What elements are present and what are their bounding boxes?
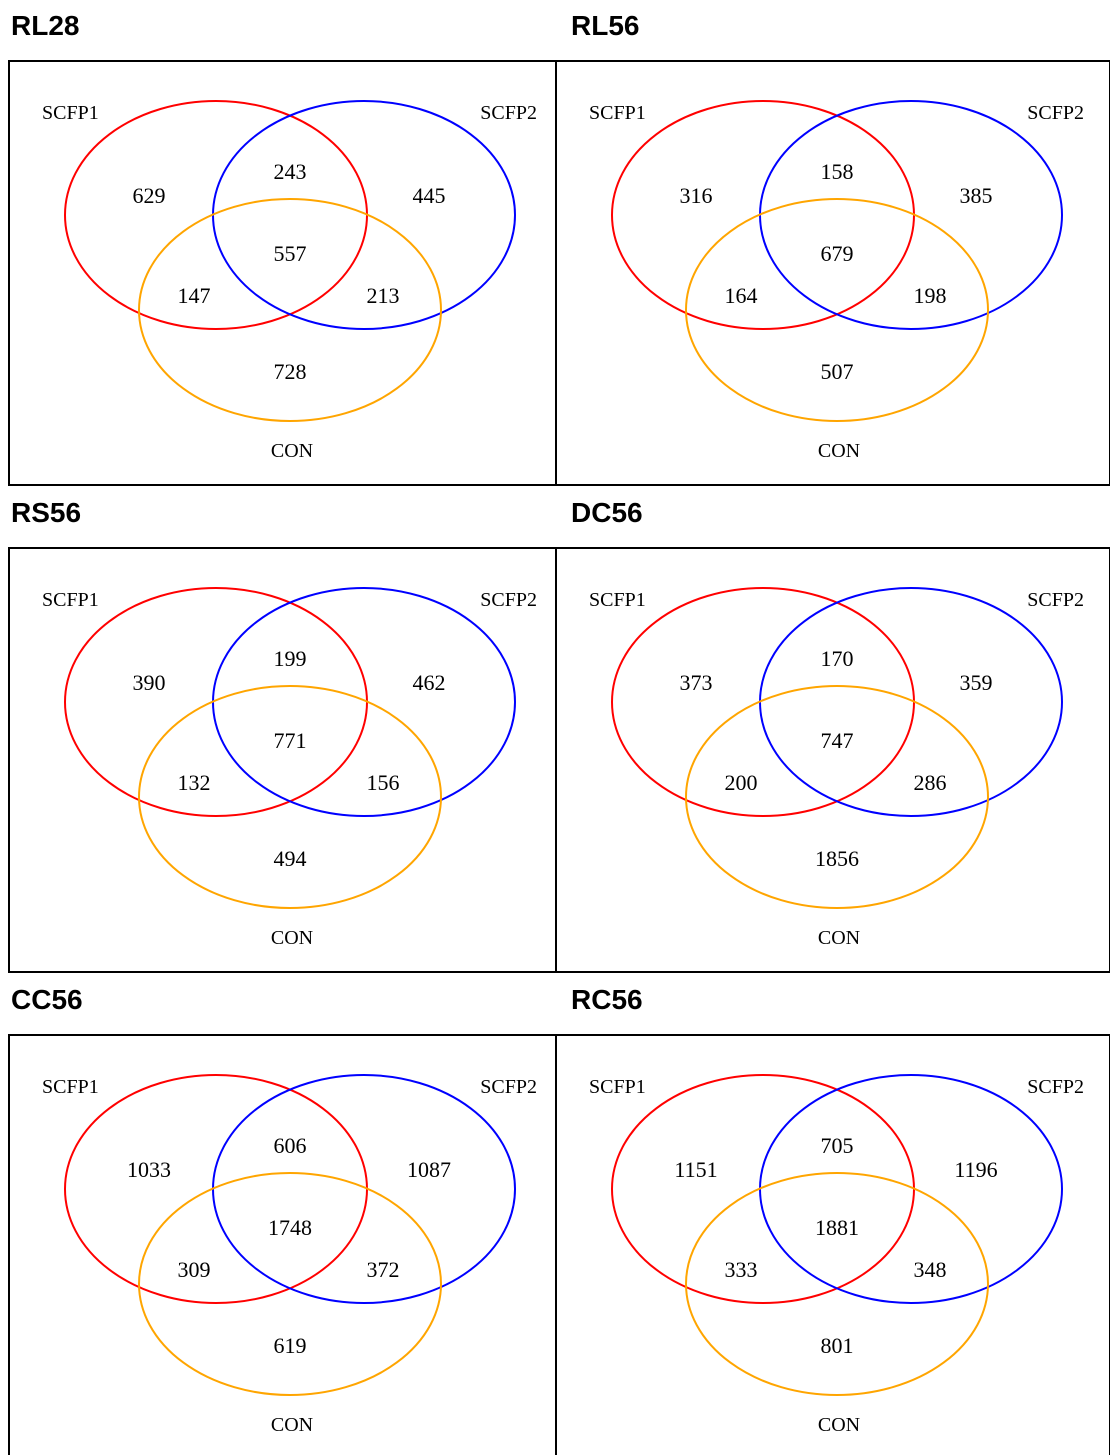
count-scfp1-scfp2: 170 [821, 646, 854, 671]
set-label-scfp2: SCFP2 [480, 1076, 537, 1098]
count-scfp2-con: 348 [914, 1257, 947, 1282]
set-label-scfp2: SCFP2 [480, 102, 537, 124]
panel-title: RC56 [571, 984, 643, 1015]
count-scfp1-con: 132 [178, 770, 211, 795]
venn-panel-cc56: CC56 SCFP1 SCFP2 CON 1033 606 1087 1748 309 372 61… [8, 984, 557, 1455]
count-con-only: 507 [821, 359, 854, 384]
set-label-scfp1: SCFP1 [589, 589, 646, 611]
count-scfp1-only: 629 [133, 183, 166, 208]
count-scfp1-scfp2: 199 [274, 646, 307, 671]
count-all-three: 1748 [268, 1215, 312, 1240]
count-scfp1-con: 200 [725, 770, 758, 795]
set-b-ellipse [759, 587, 1063, 817]
set-a-ellipse [64, 587, 368, 817]
count-scfp2-only: 385 [960, 183, 993, 208]
set-c-ellipse [685, 685, 989, 909]
count-scfp2-con: 198 [914, 283, 947, 308]
panel-title: DC56 [571, 497, 643, 528]
count-scfp1-con: 333 [725, 1257, 758, 1282]
count-scfp2-only: 1196 [954, 1157, 997, 1182]
set-label-scfp1: SCFP1 [42, 589, 99, 611]
set-c-ellipse [685, 1172, 989, 1396]
panel-title: CC56 [11, 984, 83, 1015]
set-label-con: CON [818, 1414, 860, 1436]
count-all-three: 771 [274, 728, 307, 753]
set-label-scfp1: SCFP1 [42, 102, 99, 124]
set-label-con: CON [271, 1414, 313, 1436]
panel-frame [555, 60, 1110, 486]
count-scfp2-only: 462 [413, 670, 446, 695]
count-scfp1-only: 1033 [127, 1157, 171, 1182]
set-label-scfp1: SCFP1 [42, 1076, 99, 1098]
count-scfp1-scfp2: 243 [274, 159, 307, 184]
set-a-ellipse [64, 100, 368, 330]
set-c-ellipse [138, 685, 442, 909]
count-scfp1-only: 1151 [674, 1157, 717, 1182]
set-c-ellipse [138, 1172, 442, 1396]
venn-panel-rc56: RC56 SCFP1 SCFP2 CON 1151 705 1196 1881 333 348 80… [555, 984, 1110, 1455]
panel-title: RS56 [11, 497, 81, 528]
set-a-ellipse [611, 587, 915, 817]
set-label-con: CON [271, 440, 313, 462]
count-scfp2-only: 445 [413, 183, 446, 208]
count-scfp1-con: 164 [725, 283, 758, 308]
set-label-scfp2: SCFP2 [1027, 1076, 1084, 1098]
set-c-ellipse [138, 198, 442, 422]
set-label-con: CON [818, 927, 860, 949]
panel-frame [555, 547, 1110, 973]
count-con-only: 801 [821, 1333, 854, 1358]
venn-panel-dc56: DC56 SCFP1 SCFP2 CON 373 170 359 747 200 286 1856 [555, 497, 1110, 973]
count-scfp1-scfp2: 705 [821, 1133, 854, 1158]
count-con-only: 728 [274, 359, 307, 384]
set-a-ellipse [611, 100, 915, 330]
count-con-only: 494 [274, 846, 307, 871]
count-scfp2-con: 372 [367, 1257, 400, 1282]
set-b-ellipse [212, 100, 516, 330]
count-all-three: 1881 [815, 1215, 859, 1240]
set-label-scfp2: SCFP2 [480, 589, 537, 611]
count-scfp1-only: 373 [680, 670, 713, 695]
set-label-scfp1: SCFP1 [589, 1076, 646, 1098]
count-scfp2-con: 156 [367, 770, 400, 795]
count-scfp2-only: 359 [960, 670, 993, 695]
count-scfp1-scfp2: 158 [821, 159, 854, 184]
set-label-con: CON [271, 927, 313, 949]
count-scfp2-con: 213 [367, 283, 400, 308]
count-con-only: 1856 [815, 846, 859, 871]
count-scfp1-only: 390 [133, 670, 166, 695]
count-scfp1-con: 309 [178, 1257, 211, 1282]
count-scfp1-con: 147 [178, 283, 211, 308]
venn-panel-rl28: RL28 SCFP1 SCFP2 CON 629 243 445 557 147 213 728 [8, 10, 557, 486]
venn-panel-rl56: RL56 SCFP1 SCFP2 CON 316 158 385 679 164 198 507 [555, 10, 1110, 486]
count-con-only: 619 [274, 1333, 307, 1358]
count-scfp2-con: 286 [914, 770, 947, 795]
set-label-con: CON [818, 440, 860, 462]
set-label-scfp2: SCFP2 [1027, 102, 1084, 124]
panel-title: RL28 [11, 10, 79, 41]
count-scfp1-scfp2: 606 [274, 1133, 307, 1158]
set-c-ellipse [685, 198, 989, 422]
set-a-ellipse [611, 1074, 915, 1304]
set-b-ellipse [759, 1074, 1063, 1304]
count-scfp2-only: 1087 [407, 1157, 451, 1182]
set-b-ellipse [759, 100, 1063, 330]
venn-panel-rs56: RS56 SCFP1 SCFP2 CON 390 199 462 771 132 156 494 [8, 497, 557, 973]
set-b-ellipse [212, 1074, 516, 1304]
count-all-three: 679 [821, 241, 854, 266]
set-b-ellipse [212, 587, 516, 817]
panel-title: RL56 [571, 10, 639, 41]
count-all-three: 747 [821, 728, 854, 753]
set-label-scfp2: SCFP2 [1027, 589, 1084, 611]
panel-frame [8, 1034, 557, 1455]
count-all-three: 557 [274, 241, 307, 266]
set-a-ellipse [64, 1074, 368, 1304]
set-label-scfp1: SCFP1 [589, 102, 646, 124]
count-scfp1-only: 316 [680, 183, 713, 208]
panel-frame [555, 1034, 1110, 1455]
